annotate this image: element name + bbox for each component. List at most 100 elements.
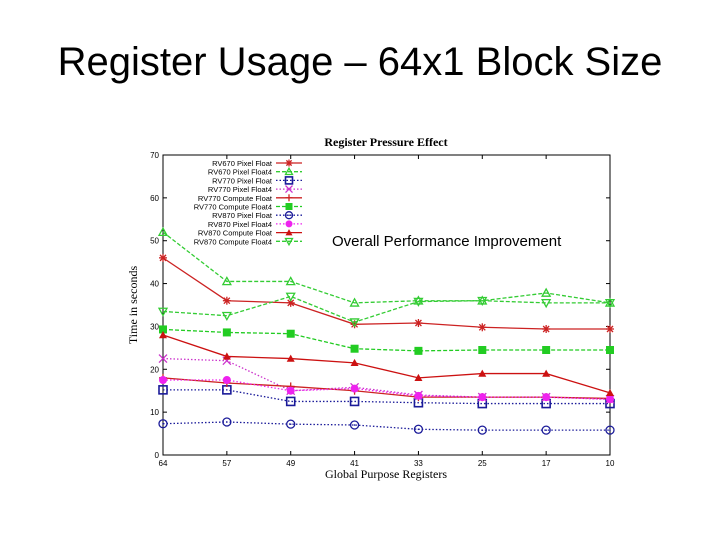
data-point [413, 424, 424, 434]
legend-item: RV770 Compute Float4 [194, 203, 302, 212]
x-tick-label: 17 [542, 459, 551, 468]
data-point [221, 311, 232, 322]
x-tick-label: 25 [478, 459, 487, 468]
data-point [477, 296, 488, 307]
data-point [159, 376, 167, 384]
legend-label: RV870 Compute Float [198, 229, 273, 238]
data-point [349, 318, 360, 328]
legend-item: RV670 Pixel Float [212, 159, 302, 168]
legend-marker [285, 185, 293, 194]
data-point [158, 419, 168, 429]
x-axis-label: Global Purpose Registers [325, 467, 447, 481]
data-point [604, 299, 616, 309]
legend-marker [284, 176, 294, 185]
data-point [606, 395, 614, 404]
data-point [159, 253, 167, 262]
x-tick-label: 57 [222, 459, 231, 468]
data-point [349, 420, 360, 430]
series-7 [159, 376, 614, 404]
data-point [541, 425, 551, 435]
legend-item: RV770 Pixel Float4 [208, 185, 302, 194]
data-point [542, 346, 551, 354]
data-point [350, 358, 359, 367]
legend-item: RV770 Compute Float [198, 194, 302, 203]
chart-title: Register Pressure Effect [324, 135, 447, 149]
data-point [222, 352, 231, 360]
data-point [286, 386, 295, 395]
legend-item: RV770 Pixel Float [212, 176, 302, 185]
data-point [350, 384, 359, 393]
legend-item: RV670 Pixel Float4 [208, 166, 302, 177]
data-point [222, 328, 231, 337]
legend-marker [285, 229, 293, 236]
data-point [413, 295, 424, 305]
legend-label: RV770 Pixel Float [212, 176, 273, 185]
legend-label: RV870 Compute Float4 [194, 237, 272, 246]
data-point [285, 396, 296, 407]
legend-item: RV870 Compute Float [198, 229, 302, 238]
legend-marker [284, 166, 294, 176]
data-point [350, 344, 359, 353]
data-point [478, 369, 487, 377]
series-0 [159, 253, 614, 333]
data-point [414, 391, 423, 400]
data-point [478, 323, 487, 332]
data-point [157, 307, 169, 317]
y-tick-label: 50 [150, 237, 159, 246]
legend-label: RV670 Pixel Float [212, 159, 273, 168]
data-point [606, 325, 614, 333]
data-point [414, 373, 423, 382]
legend-marker [284, 237, 294, 247]
legend-label: RV770 Pixel Float4 [208, 185, 272, 194]
series-line [162, 377, 611, 400]
legend-item: RV870 Pixel Float4 [208, 220, 302, 229]
slide-title: Register Usage – 64x1 Block Size [57, 40, 663, 84]
x-tick-label: 10 [606, 459, 615, 468]
y-tick-label: 0 [155, 451, 160, 460]
data-point [286, 329, 295, 338]
data-point [478, 393, 487, 402]
data-point [159, 331, 167, 339]
x-tick-label: 33 [414, 459, 423, 468]
legend-label: RV870 Pixel Float4 [208, 220, 272, 229]
data-point [542, 325, 551, 333]
legend-label: RV770 Compute Float [198, 194, 273, 203]
y-tick-label: 10 [150, 408, 159, 417]
x-tick-label: 41 [350, 459, 359, 468]
data-point [285, 276, 296, 286]
data-point [349, 396, 360, 407]
series-line [162, 295, 610, 323]
data-point [222, 376, 231, 384]
series-layer [157, 226, 616, 435]
legend-item: RV870 Pixel Float [212, 211, 302, 220]
data-point [478, 346, 487, 354]
y-tick-label: 30 [150, 322, 159, 331]
legend-marker [285, 220, 293, 228]
data-point [286, 419, 296, 429]
series-8 [159, 331, 614, 397]
legend-marker [284, 211, 294, 220]
data-point [541, 299, 552, 309]
series-line [162, 257, 610, 330]
data-point [541, 287, 552, 297]
data-point [414, 346, 423, 355]
legend-label: RV770 Compute Float4 [194, 203, 272, 212]
y-axis-ticks: 0 10 20 30 40 50 60 70 [150, 151, 610, 460]
data-point [542, 369, 551, 377]
data-point [606, 388, 614, 397]
y-tick-label: 40 [150, 280, 159, 289]
plot-frame [162, 154, 611, 456]
data-point [477, 425, 487, 435]
y-tick-label: 70 [150, 151, 159, 160]
data-point [159, 325, 167, 334]
legend-marker [285, 194, 293, 202]
series-6 [158, 417, 615, 435]
data-point [606, 346, 614, 354]
legend-marker [285, 159, 293, 167]
y-tick-label: 20 [150, 365, 159, 374]
y-axis-label: Time in seconds [126, 266, 140, 345]
data-point [221, 276, 232, 286]
x-tick-label: 64 [159, 459, 168, 468]
series-5 [159, 325, 614, 355]
